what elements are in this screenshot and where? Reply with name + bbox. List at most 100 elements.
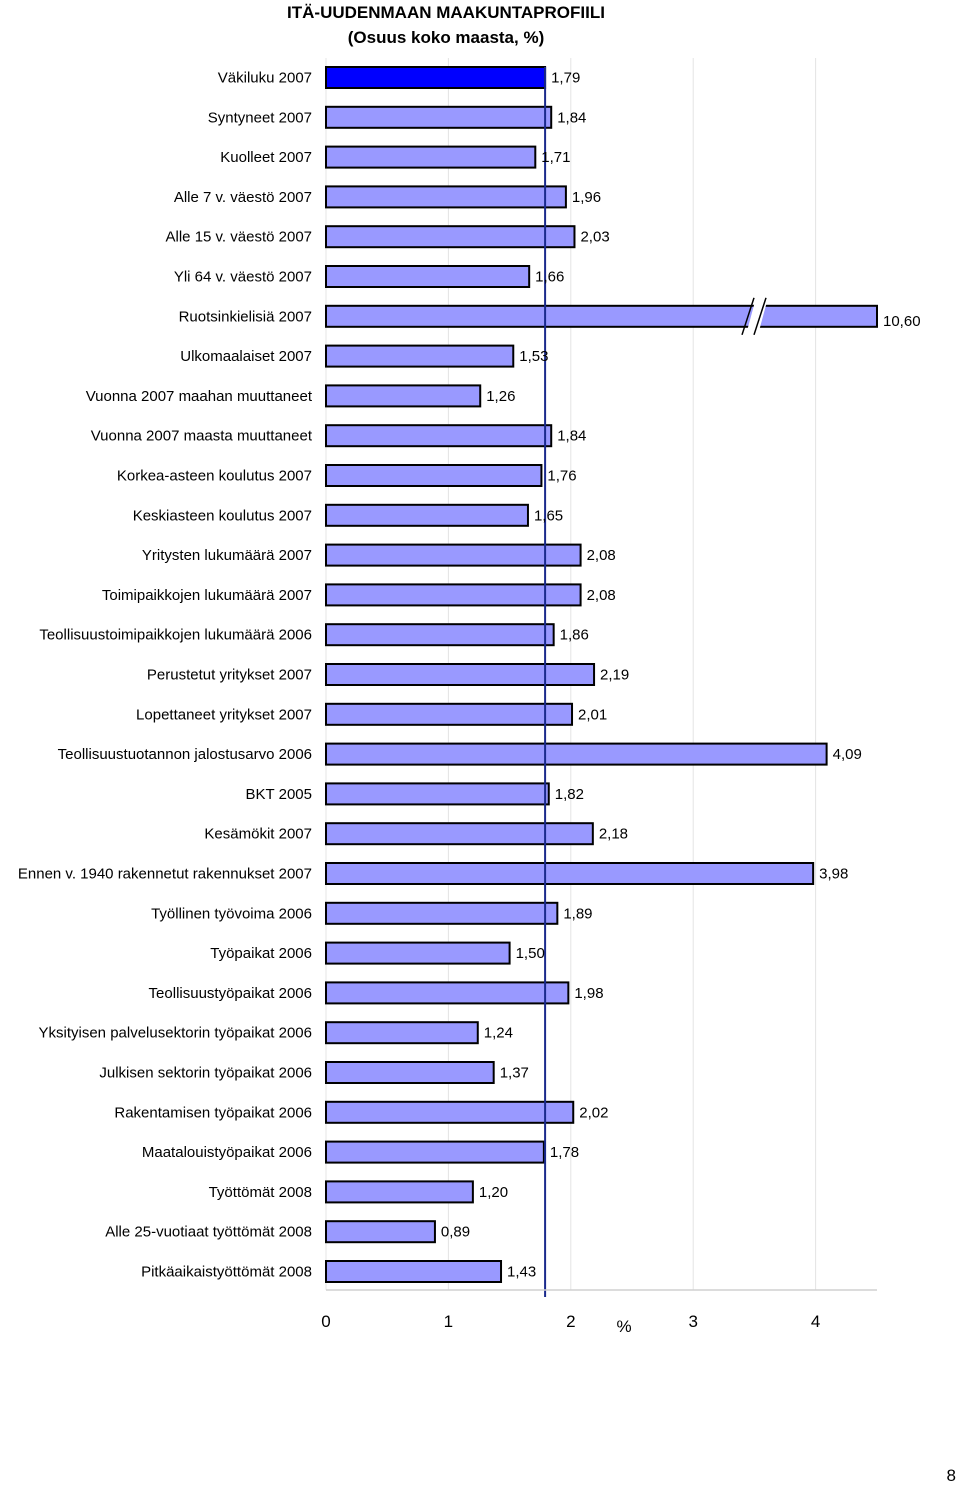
value-label: 1,84 bbox=[557, 428, 586, 445]
bar bbox=[325, 1140, 545, 1164]
value-label: 1,89 bbox=[563, 905, 592, 922]
value-label: 1,86 bbox=[560, 627, 589, 644]
value-label: 1,24 bbox=[484, 1025, 513, 1042]
bar bbox=[325, 543, 582, 567]
axis-break-slash bbox=[753, 297, 767, 336]
category-label: Yritysten lukumäärä 2007 bbox=[142, 547, 312, 564]
bar bbox=[325, 185, 567, 209]
category-label: Kesämökit 2007 bbox=[204, 826, 312, 843]
category-label: Teollisuustyöpaikat 2006 bbox=[149, 985, 312, 1002]
category-label: Maatalouistyöpaikat 2006 bbox=[142, 1144, 312, 1161]
x-tick-label: 1 bbox=[444, 1312, 453, 1331]
x-tick-label: 0 bbox=[321, 1312, 330, 1331]
axis-break-slash bbox=[741, 297, 755, 336]
category-label: Alle 15 v. väestö 2007 bbox=[166, 229, 312, 246]
chart-title: ITÄ-UUDENMAAN MAAKUNTAPROFIILI bbox=[287, 3, 605, 22]
value-label: 1,78 bbox=[550, 1144, 579, 1161]
value-label: 1,43 bbox=[507, 1264, 536, 1281]
category-label: Alle 7 v. väestö 2007 bbox=[174, 189, 312, 206]
bar bbox=[325, 663, 596, 686]
bar bbox=[325, 464, 543, 487]
page-number: 8 bbox=[946, 1466, 956, 1485]
x-axis: 0 1 2 3 4% bbox=[321, 1289, 877, 1336]
value-label: 1,20 bbox=[479, 1184, 508, 1201]
value-label: 2,18 bbox=[599, 826, 628, 843]
bar bbox=[325, 822, 594, 846]
bar bbox=[325, 981, 570, 1005]
chart-subtitle: (Osuus koko maasta, %) bbox=[347, 28, 545, 47]
value-label: 1,37 bbox=[500, 1065, 529, 1082]
value-label: 1,66 bbox=[535, 269, 564, 286]
value-label: 2,08 bbox=[587, 587, 616, 604]
category-label: Vuonna 2007 maahan muuttaneet bbox=[86, 388, 313, 405]
bar bbox=[325, 225, 576, 249]
value-label: 1,65 bbox=[534, 507, 563, 524]
bar bbox=[325, 583, 582, 607]
bar bbox=[325, 1021, 479, 1045]
bars bbox=[325, 66, 878, 1283]
category-label: Alle 25-vuotiaat työttömät 2008 bbox=[105, 1224, 312, 1241]
bar bbox=[325, 503, 529, 527]
value-label: 1,96 bbox=[572, 189, 601, 206]
x-tick-label: 4 bbox=[811, 1312, 820, 1331]
value-label: 1,98 bbox=[574, 985, 603, 1002]
bar bbox=[325, 941, 511, 965]
bar bbox=[325, 901, 559, 925]
labels: Väkiluku 2007 1,79 Syntyneet 2007 1,84 Kuoll… bbox=[18, 70, 921, 1281]
category-label: Keskiasteen koulutus 2007 bbox=[133, 507, 312, 524]
category-label: Lopettaneet yritykset 2007 bbox=[136, 706, 312, 723]
value-label: 1,26 bbox=[486, 388, 515, 405]
value-label: 1,50 bbox=[516, 945, 545, 962]
x-axis-label: % bbox=[616, 1317, 631, 1336]
bar bbox=[325, 265, 531, 288]
value-label: 2,19 bbox=[600, 667, 629, 684]
x-tick-label: 3 bbox=[688, 1312, 697, 1331]
category-label: Ennen v. 1940 rakennetut rakennukset 200… bbox=[18, 866, 312, 883]
bar bbox=[325, 304, 878, 328]
value-label: 1,71 bbox=[541, 149, 570, 166]
category-label: Työttömät 2008 bbox=[209, 1184, 312, 1201]
category-label: Syntyneet 2007 bbox=[208, 109, 312, 126]
bar bbox=[325, 344, 515, 368]
category-label: Rakentamisen työpaikat 2006 bbox=[114, 1104, 312, 1121]
category-label: Yksityisen palvelusektorin työpaikat 200… bbox=[39, 1025, 313, 1042]
value-label: 3,98 bbox=[819, 866, 848, 883]
bar bbox=[325, 1260, 503, 1283]
bar bbox=[325, 702, 574, 726]
category-label: Julkisen sektorin työpaikat 2006 bbox=[99, 1065, 312, 1082]
value-label: 1,53 bbox=[519, 348, 548, 365]
category-label: Teollisuustoimipaikkojen lukumäärä 2006 bbox=[39, 627, 312, 644]
bar bbox=[325, 862, 815, 885]
bar bbox=[325, 66, 547, 89]
bar bbox=[325, 1180, 474, 1204]
category-label: Vuonna 2007 maasta muuttaneet bbox=[91, 428, 313, 445]
category-label: Teollisuustuotannon jalostusarvo 2006 bbox=[58, 746, 312, 763]
category-label: Ulkomaalaiset 2007 bbox=[180, 348, 312, 365]
category-label: Kuolleet 2007 bbox=[220, 149, 312, 166]
value-label: 2,02 bbox=[579, 1104, 608, 1121]
value-label: 10,60 bbox=[883, 313, 921, 330]
chart-title-block: ITÄ-UUDENMAAN MAAKUNTAPROFIILI (Osuus ko… bbox=[0, 0, 892, 50]
bar bbox=[325, 623, 555, 647]
value-label: 4,09 bbox=[833, 746, 862, 763]
bar bbox=[325, 105, 553, 129]
value-label: 1,84 bbox=[557, 109, 586, 126]
value-label: 2,08 bbox=[587, 547, 616, 564]
bar bbox=[325, 742, 828, 766]
category-label: Väkiluku 2007 bbox=[218, 70, 312, 87]
value-label: 1,76 bbox=[547, 468, 576, 485]
category-label: Perustetut yritykset 2007 bbox=[147, 667, 312, 684]
value-label: 1,82 bbox=[555, 786, 584, 803]
category-label: Ruotsinkielisiä 2007 bbox=[179, 308, 312, 325]
x-tick-label: 2 bbox=[566, 1312, 575, 1331]
value-label: 2,03 bbox=[580, 229, 609, 246]
value-label: 2,01 bbox=[578, 706, 607, 723]
value-label: 1,79 bbox=[551, 70, 580, 87]
bar bbox=[325, 384, 482, 408]
bar bbox=[325, 424, 553, 448]
category-label: BKT 2005 bbox=[246, 786, 312, 803]
category-label: Korkea-asteen koulutus 2007 bbox=[117, 468, 312, 485]
category-label: Toimipaikkojen lukumäärä 2007 bbox=[102, 587, 312, 604]
bar bbox=[325, 782, 550, 806]
